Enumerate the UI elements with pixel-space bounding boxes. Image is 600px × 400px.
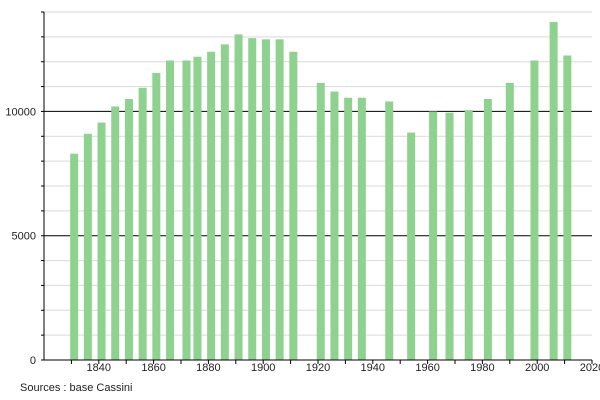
x-tick-label: 2000	[525, 362, 549, 374]
bar	[429, 111, 438, 360]
bar	[70, 153, 79, 360]
x-tick-label: 1920	[306, 362, 330, 374]
bar	[166, 60, 175, 360]
bar	[207, 51, 216, 361]
x-tick-label: 1940	[361, 362, 385, 374]
bar	[234, 34, 243, 360]
bar	[83, 133, 92, 360]
bar	[385, 101, 394, 360]
bar	[152, 72, 161, 361]
bar	[563, 55, 572, 360]
x-tick-label: 1980	[470, 362, 494, 374]
bar	[407, 132, 416, 360]
y-tick-label: 5000	[12, 231, 36, 243]
bar	[445, 112, 454, 361]
y-tick-labels: 0 5000 10000	[5, 106, 36, 367]
x-tick-label: 1860	[141, 362, 165, 374]
bar	[330, 91, 339, 361]
axes	[41, 11, 593, 364]
bar	[316, 82, 325, 360]
y-tick-label: 10000	[5, 106, 36, 118]
x-tick-labels: 1840 1860 1880 1900 1920 1940 1960 1980 2000 2020	[87, 362, 600, 374]
x-tick-label: 1880	[196, 362, 220, 374]
bar	[483, 99, 492, 360]
bar	[111, 106, 120, 360]
bar	[138, 87, 147, 361]
bar	[248, 38, 257, 360]
bar	[220, 44, 229, 361]
bar	[464, 110, 473, 360]
bar	[261, 39, 270, 360]
bar	[530, 60, 539, 360]
bar	[505, 82, 514, 360]
x-tick-label: 2020	[580, 362, 600, 374]
bar	[289, 51, 298, 361]
bar-series	[70, 21, 572, 361]
bar	[124, 99, 133, 360]
bar	[275, 39, 284, 360]
bar	[193, 56, 202, 360]
bar	[182, 60, 191, 360]
x-tick-label: 1960	[415, 362, 439, 374]
x-tick-label: 1900	[251, 362, 275, 374]
bar	[357, 97, 366, 360]
y-tick-label: 0	[30, 355, 36, 367]
source-note: Sources : base Cassini	[20, 382, 133, 394]
bar	[549, 21, 558, 360]
bar	[97, 122, 106, 360]
x-tick-label: 1840	[87, 362, 111, 374]
bar	[344, 97, 353, 360]
